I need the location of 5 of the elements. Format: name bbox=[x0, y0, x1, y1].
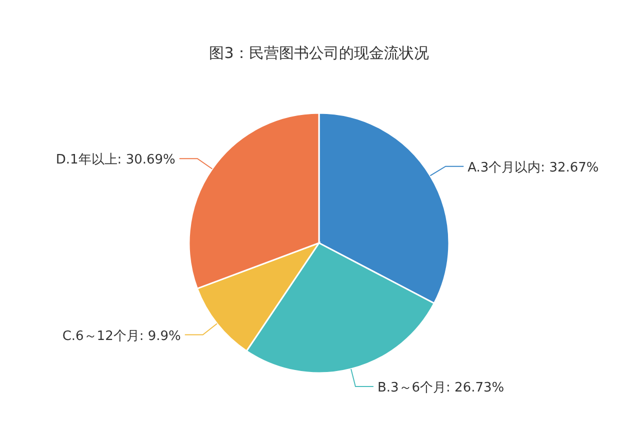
slice-label: A.3个月以内: 32.67% bbox=[468, 160, 599, 176]
slice-label: C.6～12个月: 9.9% bbox=[62, 328, 181, 344]
slice-label: D.1年以上: 30.69% bbox=[56, 152, 176, 168]
slice-label: B.3～6个月: 26.73% bbox=[377, 380, 504, 396]
chart-title: 图3：民营图书公司的现金流状况 bbox=[209, 44, 429, 62]
